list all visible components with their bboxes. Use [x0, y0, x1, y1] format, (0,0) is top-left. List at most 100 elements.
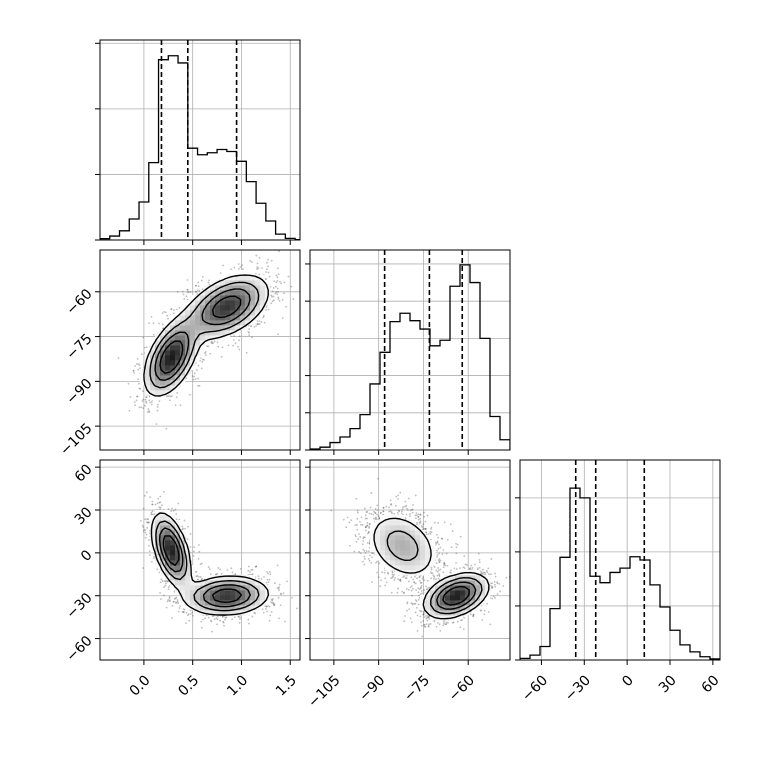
- scatter-point: [227, 344, 230, 347]
- scatter-point: [174, 508, 177, 511]
- scatter-point: [134, 404, 136, 407]
- density-cell: [185, 300, 191, 306]
- scatter-point: [277, 296, 280, 299]
- scatter-point: [148, 411, 151, 414]
- density-cell: [185, 340, 191, 346]
- scatter-point: [136, 395, 139, 398]
- scatter-point: [268, 275, 271, 278]
- scatter-point: [134, 365, 136, 367]
- scatter-point: [272, 287, 275, 289]
- density-cell: [230, 275, 236, 281]
- density-cell: [210, 330, 216, 336]
- density-cell: [180, 355, 186, 361]
- histogram-p0: [95, 39, 301, 245]
- scatter-point: [143, 494, 146, 497]
- density-cell: [240, 300, 246, 306]
- density-cell: [215, 320, 221, 326]
- scatter-point: [197, 575, 200, 578]
- density-cell: [230, 300, 236, 306]
- density-cell: [245, 295, 251, 301]
- histogram-bars: [310, 250, 510, 450]
- density-cell: [190, 365, 196, 371]
- scatter-point: [193, 372, 196, 375]
- scatter-point: [197, 558, 200, 560]
- density-cell: [195, 355, 201, 361]
- scatter-point: [197, 364, 200, 367]
- density-cell: [190, 340, 196, 346]
- scatter-point: [154, 503, 157, 506]
- scatter-point: [237, 263, 240, 265]
- scatter-point: [176, 291, 179, 293]
- scatter-point: [265, 268, 268, 271]
- density-cell: [180, 305, 186, 311]
- scatter-point: [182, 293, 185, 296]
- scatter-point: [283, 281, 286, 284]
- scatter-point: [271, 598, 274, 600]
- scatter-point: [209, 352, 212, 355]
- density-cell: [160, 350, 166, 356]
- scatter-point: [267, 572, 270, 575]
- density-cell: [165, 350, 171, 356]
- scatter-point: [133, 371, 135, 374]
- density-cell: [205, 335, 211, 341]
- scatter-point: [133, 401, 136, 404]
- scatter-point: [201, 276, 204, 278]
- scatter-point: [143, 528, 145, 531]
- scatter-point: [140, 406, 143, 409]
- scatter-point: [260, 321, 263, 323]
- scatter-point: [142, 390, 144, 392]
- density-cell: [240, 285, 246, 291]
- density-cell: [175, 355, 181, 361]
- density-cell: [245, 285, 251, 291]
- density-cell: [220, 275, 226, 281]
- density-cell: [230, 320, 236, 326]
- density-cell: [185, 325, 191, 331]
- scatter-point: [145, 396, 148, 398]
- density-cell: [175, 380, 181, 386]
- density-cell: [250, 280, 256, 286]
- scatter-point: [200, 626, 203, 629]
- scatter-point: [274, 285, 277, 288]
- scatter-point: [175, 596, 178, 599]
- density-cell: [160, 330, 166, 336]
- density-cell: [175, 345, 181, 351]
- scatter-point: [156, 568, 159, 571]
- scatter-point: [164, 582, 167, 585]
- scatter-point: [161, 323, 164, 326]
- scatter-point: [213, 340, 216, 343]
- scatter-point: [158, 322, 160, 325]
- scatter-point: [161, 579, 164, 582]
- scatter-point: [265, 306, 268, 309]
- scatter-point: [247, 569, 250, 572]
- scatter-point: [152, 322, 155, 324]
- scatter-point: [159, 508, 161, 511]
- scatter-point: [260, 578, 263, 580]
- scatter-point: [196, 293, 199, 295]
- scatter-point: [201, 288, 204, 290]
- scatter-point: [262, 316, 264, 319]
- scatter-point: [139, 387, 142, 390]
- scatter-point: [220, 573, 223, 575]
- scatter-point: [265, 271, 267, 273]
- density-cell: [170, 375, 176, 381]
- scatter-point: [197, 377, 199, 380]
- density-cell: [205, 325, 211, 331]
- scatter-point: [146, 521, 149, 524]
- scatter-point: [263, 321, 266, 324]
- density-cell: [245, 270, 251, 276]
- density-cell: [205, 330, 211, 336]
- scatter-point: [276, 267, 279, 270]
- density-cell: [220, 285, 226, 291]
- scatter-point: [178, 607, 181, 609]
- density-cell: [165, 375, 171, 381]
- scatter-point: [238, 348, 241, 351]
- density-cell: [205, 305, 211, 311]
- density-cell: [195, 330, 201, 336]
- scatter-point: [272, 602, 275, 604]
- density-cell: [190, 330, 196, 336]
- density-cell: [215, 295, 221, 301]
- scatter-point: [255, 254, 258, 257]
- scatter-point: [174, 404, 177, 407]
- scatter-point: [149, 401, 151, 404]
- density-cell: [165, 325, 171, 331]
